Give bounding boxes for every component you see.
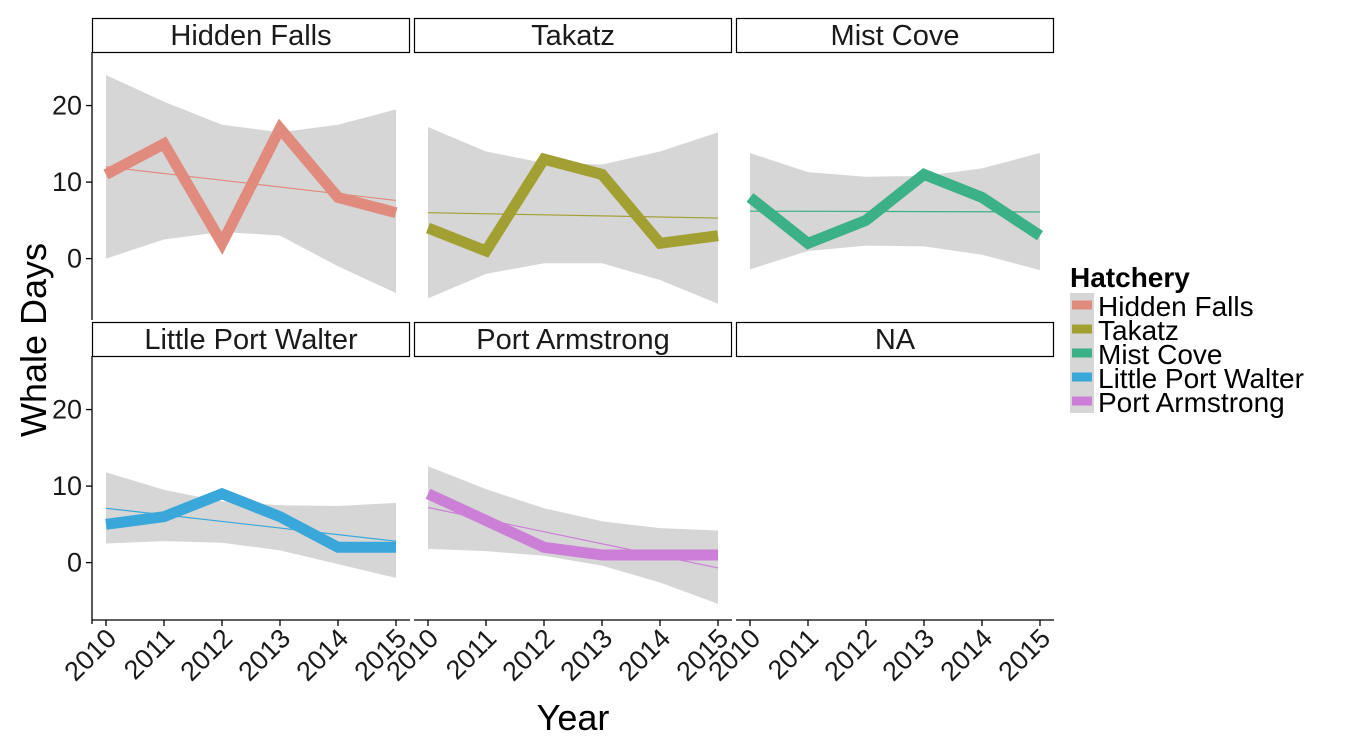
strip-little-port-walter (91, 321, 411, 358)
series-line-little-port-walter (105, 487, 396, 553)
strip-title-port-armstrong: Port Armstrong (476, 324, 669, 356)
series-line-mist-cove (746, 168, 1044, 250)
y-tick-label-0: 0 (67, 548, 82, 578)
panel-port-armstrong: Port Armstrong (413, 321, 733, 626)
legend-item-hidden-falls: Hidden Falls (1070, 291, 1254, 322)
strip-hidden-falls (91, 17, 411, 54)
strip-title-na: NA (875, 324, 916, 356)
legend-label-hidden-falls: Hidden Falls (1098, 291, 1254, 322)
x-tick-label-2011: 2011 (118, 623, 180, 685)
x-tick-label-2010: 2010 (59, 623, 123, 687)
confidence-band-port-armstrong (428, 466, 718, 604)
panel-little-port-walter: Little Port Walter (86, 321, 411, 626)
x-tick-label-2011: 2011 (440, 623, 502, 685)
strip-port-armstrong (413, 321, 733, 358)
legend-item-port-armstrong: Port Armstrong (1070, 387, 1285, 418)
strip-title-hidden-falls: Hidden Falls (170, 20, 331, 52)
x-tick-label-2015: 2015 (993, 623, 1057, 687)
x-tick-label-2014: 2014 (613, 623, 677, 687)
x-tick-label-2012: 2012 (175, 623, 239, 687)
legend-label-little-port-walter: Little Port Walter (1098, 363, 1304, 394)
trend-line-takatz (427, 212, 719, 219)
legend-label-port-armstrong: Port Armstrong (1098, 387, 1285, 418)
panel-hidden-falls: Hidden Falls (86, 17, 411, 320)
x-tick-label-2014: 2014 (291, 623, 355, 687)
legend-item-mist-cove: Mist Cove (1070, 339, 1222, 370)
legend-item-takatz: Takatz (1070, 315, 1179, 346)
y-tick-label-20: 20 (52, 395, 82, 425)
x-tick-label-2012: 2012 (497, 623, 561, 687)
y-tick-label-10: 10 (52, 167, 82, 197)
strip-mist-cove (735, 17, 1055, 54)
y-tick-labels: 0 10 20 0 10 20 (52, 91, 82, 578)
panel-na: NA (735, 321, 1055, 626)
x-tick-label-2013: 2013 (555, 623, 619, 687)
x-tick-label-2012: 2012 (819, 623, 883, 687)
x-tick-label-2013: 2013 (877, 623, 941, 687)
y-tick-label-0: 0 (67, 244, 82, 274)
panel-mist-cove: Mist Cove (735, 17, 1055, 271)
y-axis-title: Whale Days (13, 243, 54, 437)
series-line-port-armstrong (425, 488, 718, 561)
x-tick-label-2011: 2011 (762, 623, 824, 685)
legend-item-little-port-walter: Little Port Walter (1070, 363, 1304, 394)
legend-title: Hatchery (1070, 262, 1190, 293)
x-tick-label-2014: 2014 (935, 623, 999, 687)
x-tick-labels: 2010201120122013201420152010201120122013… (59, 623, 1057, 687)
strip-title-mist-cove: Mist Cove (831, 20, 960, 52)
y-tick-label-20: 20 (52, 91, 82, 121)
series-line-takatz (425, 152, 719, 258)
panel-takatz: Takatz (413, 17, 733, 304)
x-axis-title: Year (537, 697, 610, 738)
legend-label-mist-cove: Mist Cove (1098, 339, 1222, 370)
y-tick-label-10: 10 (52, 471, 82, 501)
strip-title-takatz: Takatz (531, 20, 615, 52)
trend-line-mist-cove (749, 210, 1041, 213)
panels-layer: Hidden Falls Takatz Mist Cove Little Port W… (86, 17, 1055, 626)
strip-na (735, 321, 1055, 358)
x-tick-label-2013: 2013 (233, 623, 297, 687)
strip-title-little-port-walter: Little Port Walter (144, 324, 358, 356)
legend-label-takatz: Takatz (1098, 315, 1179, 346)
series-line-hidden-falls (103, 118, 398, 255)
strip-takatz (413, 17, 733, 54)
